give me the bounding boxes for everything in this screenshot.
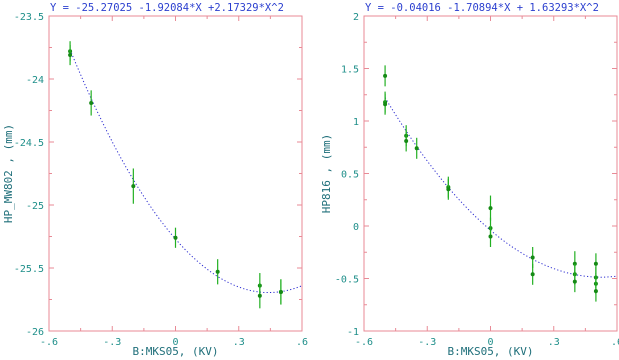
fit-curve xyxy=(384,97,618,278)
data-point xyxy=(593,289,598,294)
y-tick-label: -0.5 xyxy=(335,275,359,286)
data-point xyxy=(488,206,493,211)
y-tick-label: -26 xyxy=(26,327,44,338)
y-tick-label: -25.5 xyxy=(14,264,44,275)
y-tick-label: -24 xyxy=(26,75,44,86)
data-point xyxy=(215,269,220,274)
y-axis-label: HP_MW802 , (mm) xyxy=(2,124,15,223)
x-tick-label: .6 xyxy=(611,337,619,348)
data-point xyxy=(383,102,388,107)
chart-title: Y = -25.27025 -1.92084*X +2.17329*X^2 xyxy=(50,2,284,14)
y-tick-label: 1.5 xyxy=(341,65,359,76)
data-point xyxy=(278,289,283,294)
x-axis-label: B:MKS05, (KV) xyxy=(132,345,218,358)
y-tick-label: -23.5 xyxy=(14,12,44,23)
x-tick-label: 0 xyxy=(487,337,493,348)
data-point xyxy=(131,184,136,189)
x-tick-label: .3 xyxy=(233,337,245,348)
data-point xyxy=(414,146,419,151)
y-tick-label: -24.5 xyxy=(14,138,44,149)
data-point xyxy=(572,279,577,284)
chart-title: Y = -0.04016 -1.70894*X + 1.63293*X^2 xyxy=(365,2,599,14)
y-axis-label: HP816 , (mm) xyxy=(320,134,333,213)
plot-frame xyxy=(48,15,303,332)
data-point xyxy=(173,235,178,240)
data-point xyxy=(593,261,598,266)
data-point xyxy=(530,255,535,260)
x-tick-label: 0 xyxy=(172,337,178,348)
x-tick-label: -.3 xyxy=(103,337,121,348)
data-point xyxy=(89,100,94,105)
data-point xyxy=(383,73,388,78)
x-tick-label: -.6 xyxy=(355,337,373,348)
data-point xyxy=(530,272,535,277)
chart-panel-2: Y = -0.04016 -1.70894*X + 1.63293*X^2 2 1.… xyxy=(320,2,619,358)
data-point xyxy=(446,187,451,192)
y-tick-label: 1 xyxy=(353,117,359,128)
y-tick-label: 2 xyxy=(353,12,359,23)
x-tick-label: -.3 xyxy=(418,337,436,348)
y-tick-label: 0.5 xyxy=(341,170,359,181)
data-point xyxy=(257,293,262,298)
x-tick-label: -.6 xyxy=(40,337,58,348)
data-point xyxy=(68,53,73,58)
data-point xyxy=(404,138,409,143)
chart-panel-1: Y = -25.27025 -1.92084*X +2.17329*X^2 -23… xyxy=(2,2,308,358)
y-tick-label: -25 xyxy=(26,201,44,212)
y-tick-label: -1 xyxy=(347,327,359,338)
data-point xyxy=(488,234,493,239)
x-tick-label: .3 xyxy=(548,337,560,348)
x-tick-label: .6 xyxy=(296,337,308,348)
fit-curve xyxy=(69,49,303,293)
x-axis-label: B:MKS05, (KV) xyxy=(447,345,533,358)
y-tick-label: 0 xyxy=(353,222,359,233)
plot-frame xyxy=(363,15,618,332)
